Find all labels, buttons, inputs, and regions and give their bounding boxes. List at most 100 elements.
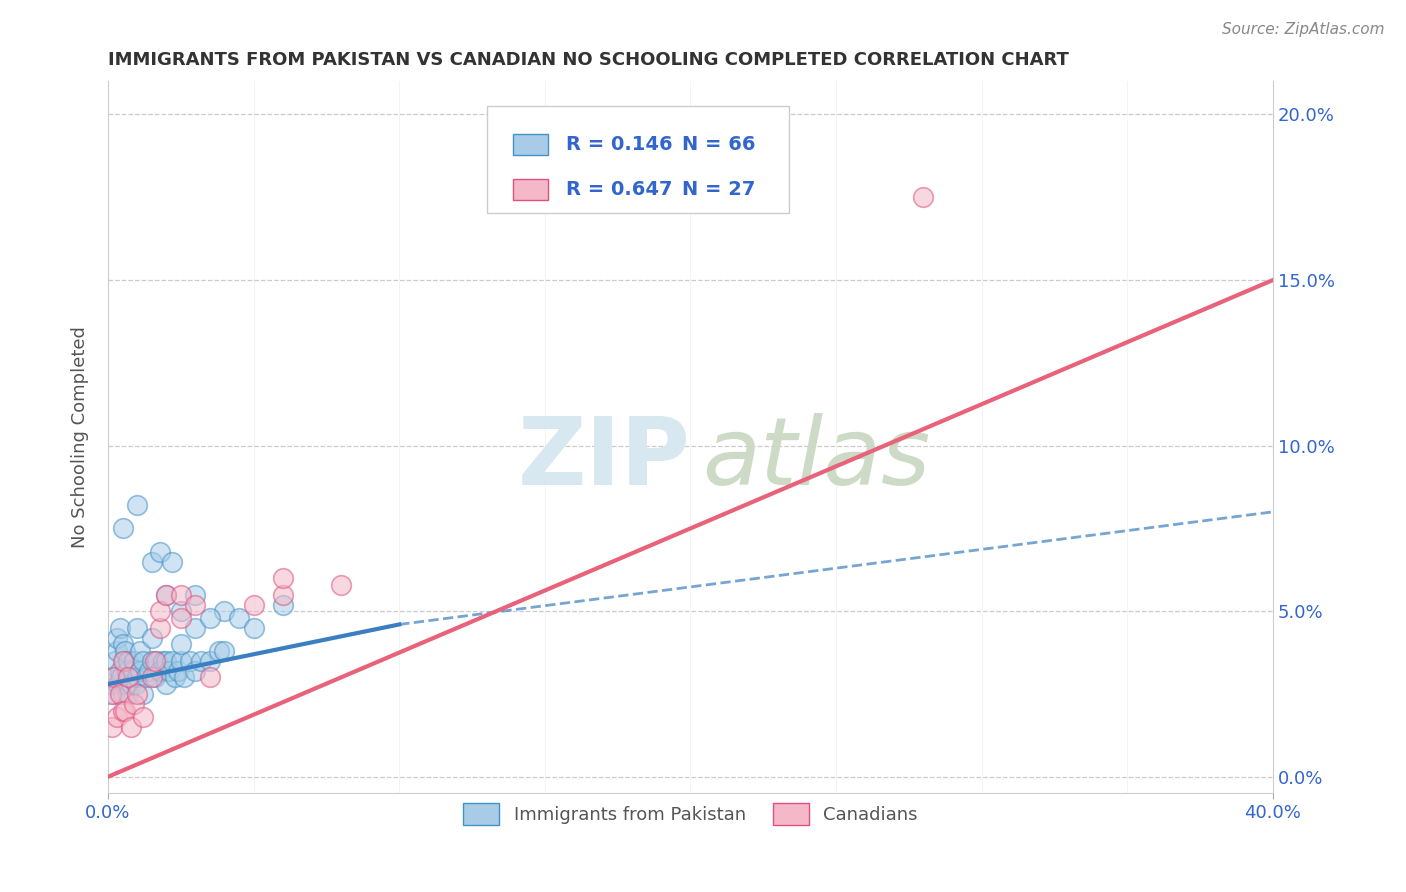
Point — [149, 664, 172, 678]
Point — [114, 704, 136, 718]
Point — [111, 521, 134, 535]
Point — [184, 588, 207, 602]
Point — [184, 598, 207, 612]
Point — [170, 604, 193, 618]
Point — [167, 664, 190, 678]
Point — [122, 654, 145, 668]
Point — [149, 544, 172, 558]
Point — [170, 637, 193, 651]
Point — [111, 704, 134, 718]
Point — [124, 677, 146, 691]
Point — [111, 637, 134, 651]
Point — [108, 621, 131, 635]
Text: R = 0.647: R = 0.647 — [565, 180, 672, 199]
Point — [141, 631, 163, 645]
Point — [208, 644, 231, 658]
Point — [242, 598, 264, 612]
Point — [114, 644, 136, 658]
Point — [105, 710, 128, 724]
Point — [117, 654, 139, 668]
Point — [127, 687, 149, 701]
Text: IMMIGRANTS FROM PAKISTAN VS CANADIAN NO SCHOOLING COMPLETED CORRELATION CHART: IMMIGRANTS FROM PAKISTAN VS CANADIAN NO … — [108, 51, 1069, 69]
Text: atlas: atlas — [702, 413, 931, 504]
Point — [152, 654, 174, 668]
Point — [127, 670, 149, 684]
Point — [105, 631, 128, 645]
Bar — [513, 134, 548, 155]
Point — [101, 720, 124, 734]
Point — [143, 654, 166, 668]
Y-axis label: No Schooling Completed: No Schooling Completed — [72, 326, 89, 549]
Point — [129, 644, 152, 658]
Point — [179, 654, 201, 668]
Point — [160, 654, 183, 668]
Point — [103, 687, 125, 701]
Point — [170, 611, 193, 625]
Point — [121, 664, 143, 678]
Point — [184, 664, 207, 678]
Point — [149, 621, 172, 635]
Point — [271, 571, 294, 585]
Point — [112, 654, 135, 668]
Point — [117, 687, 139, 701]
Point — [132, 710, 155, 724]
Point — [120, 720, 142, 734]
Point — [184, 621, 207, 635]
Point — [160, 555, 183, 569]
Point — [143, 670, 166, 684]
Bar — [513, 179, 548, 200]
Point — [104, 654, 127, 668]
Point — [122, 697, 145, 711]
Text: N = 66: N = 66 — [682, 136, 756, 154]
Point — [190, 654, 212, 668]
Legend: Immigrants from Pakistan, Canadians: Immigrants from Pakistan, Canadians — [454, 794, 927, 834]
Point — [103, 670, 125, 684]
Point — [330, 578, 353, 592]
Point — [132, 687, 155, 701]
Point — [912, 190, 935, 204]
Point — [141, 555, 163, 569]
Point — [100, 687, 122, 701]
Point — [107, 677, 129, 691]
Point — [111, 687, 134, 701]
Point — [108, 687, 131, 701]
Point — [271, 588, 294, 602]
Point — [127, 498, 149, 512]
Point — [170, 654, 193, 668]
Point — [141, 654, 163, 668]
Point — [173, 670, 195, 684]
Point — [105, 644, 128, 658]
Point — [155, 588, 177, 602]
Text: R = 0.146: R = 0.146 — [565, 136, 672, 154]
Point — [135, 670, 157, 684]
Point — [155, 654, 177, 668]
Point — [111, 654, 134, 668]
Point — [198, 654, 221, 668]
Point — [242, 621, 264, 635]
Point — [146, 654, 169, 668]
Point — [170, 588, 193, 602]
Point — [163, 670, 186, 684]
Point — [155, 677, 177, 691]
Point — [149, 604, 172, 618]
Point — [100, 677, 122, 691]
FancyBboxPatch shape — [486, 106, 789, 213]
Text: N = 27: N = 27 — [682, 180, 755, 199]
Point — [132, 654, 155, 668]
Point — [108, 664, 131, 678]
Point — [228, 611, 250, 625]
Point — [127, 621, 149, 635]
Point — [129, 664, 152, 678]
Point — [114, 677, 136, 691]
Point — [155, 588, 177, 602]
Point — [214, 644, 236, 658]
Point — [117, 670, 139, 684]
Point — [198, 611, 221, 625]
Point — [198, 670, 221, 684]
Point — [138, 664, 160, 678]
Point — [141, 670, 163, 684]
Point — [214, 604, 236, 618]
Text: Source: ZipAtlas.com: Source: ZipAtlas.com — [1222, 22, 1385, 37]
Point — [115, 664, 138, 678]
Point — [120, 677, 142, 691]
